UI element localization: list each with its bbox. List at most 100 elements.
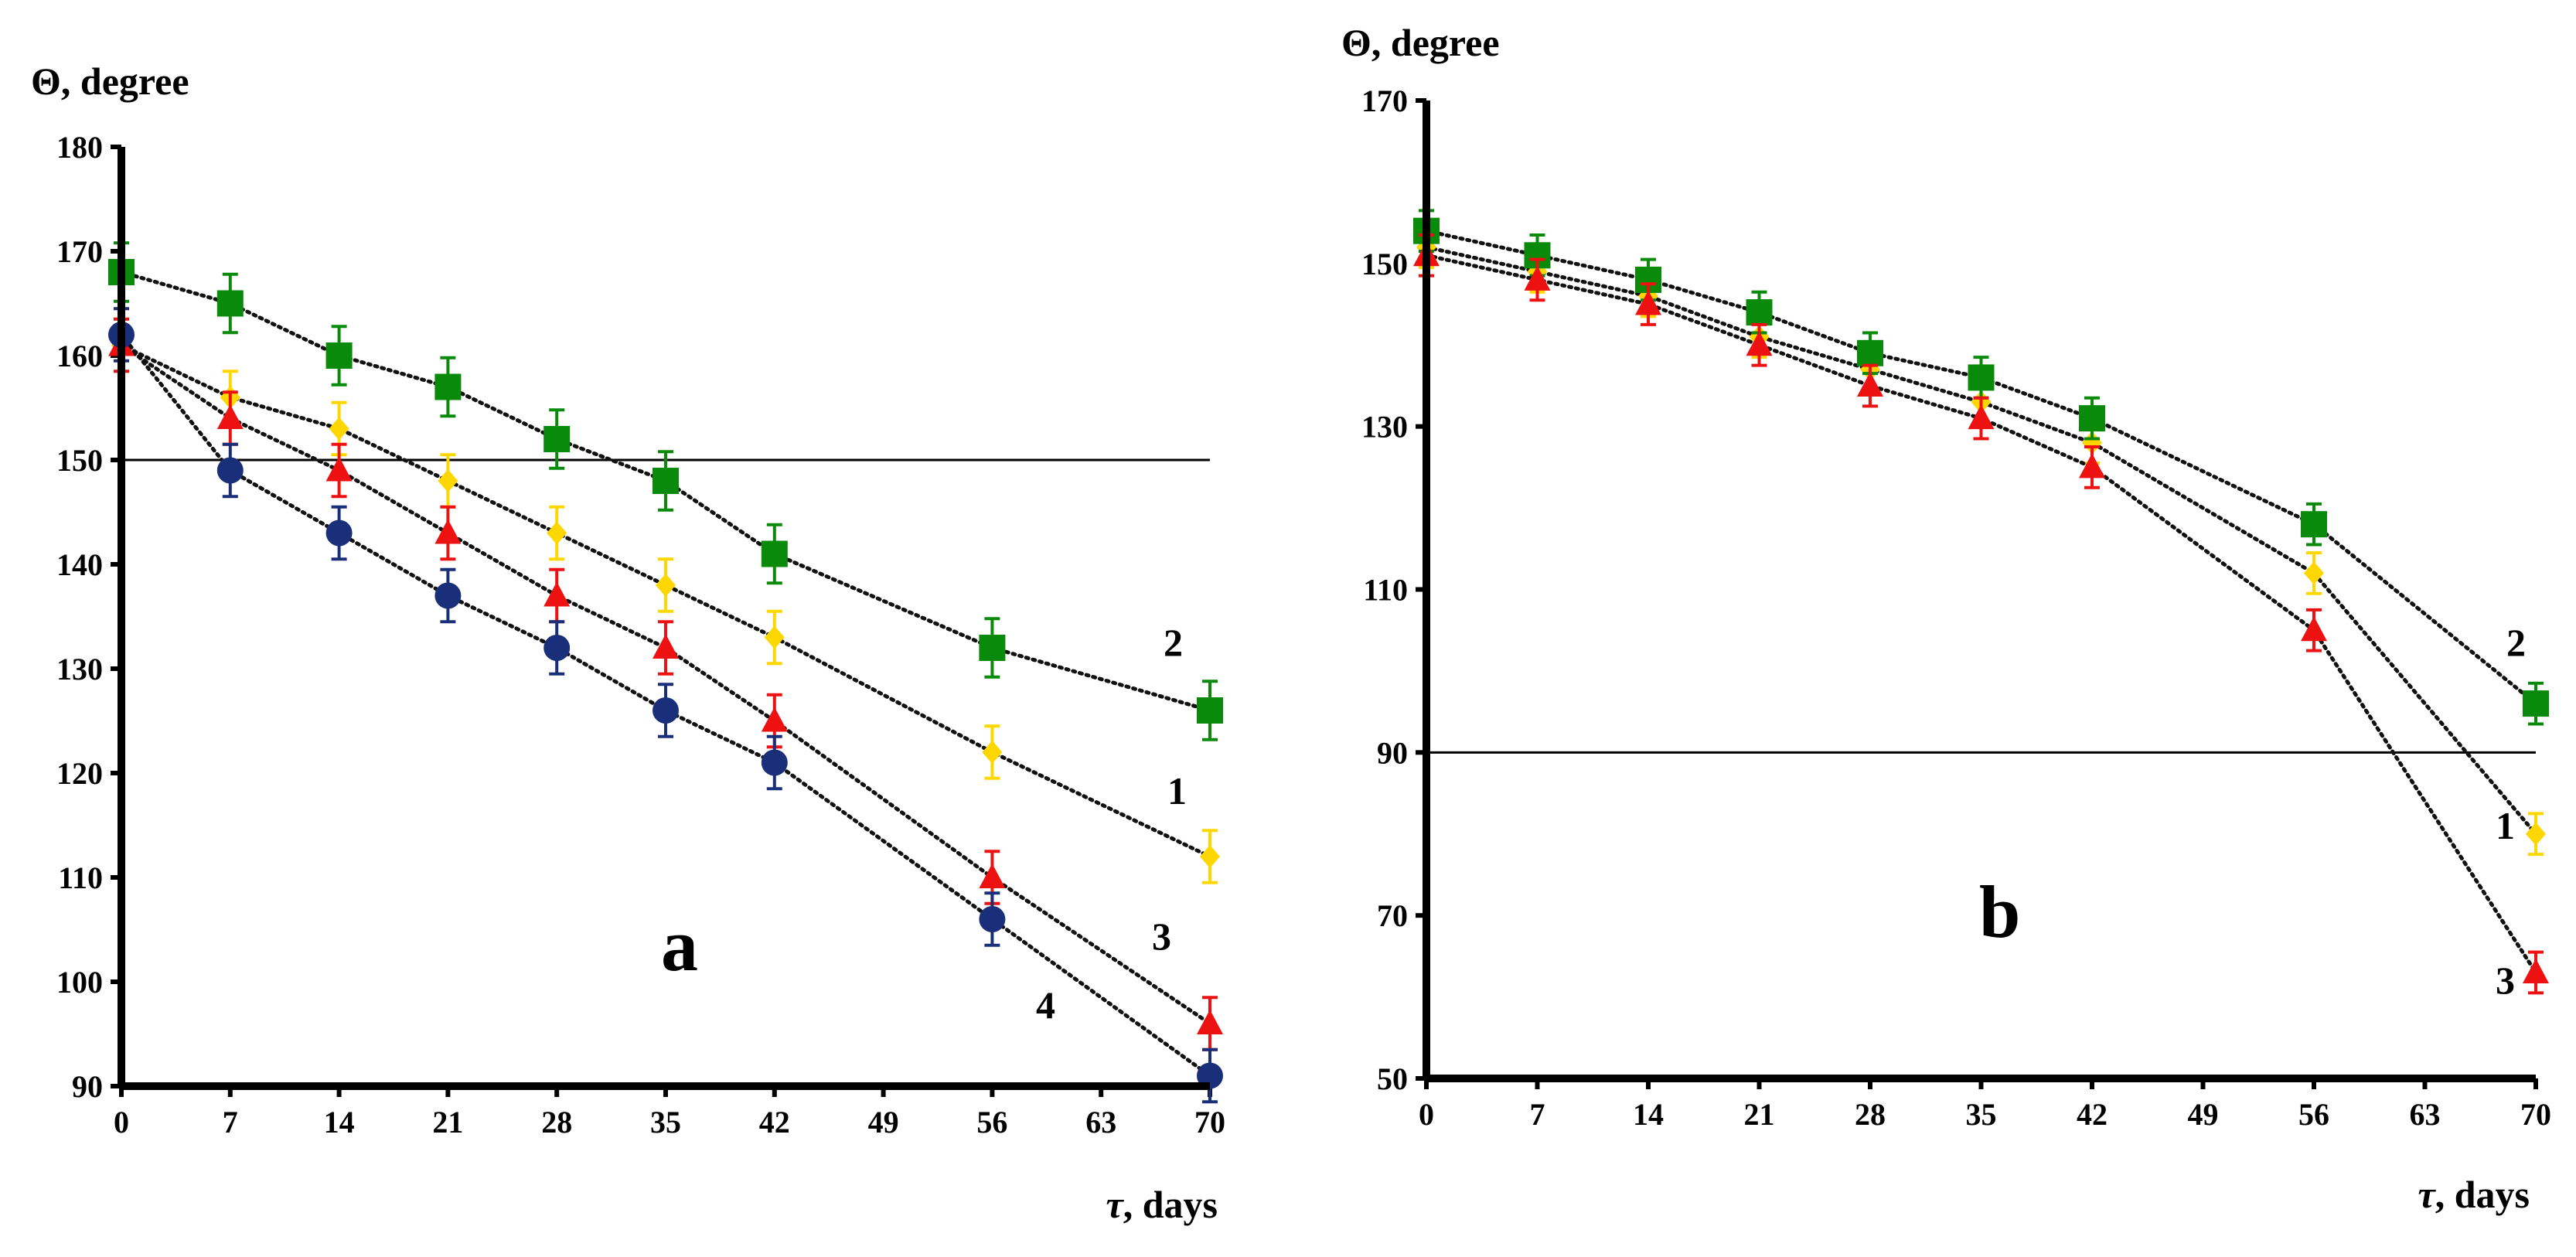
data-point-triangle bbox=[1197, 1010, 1223, 1034]
series-3: 3 bbox=[1413, 233, 2549, 1002]
chart-panel-b: 50 70 90 110 130 150 170 0 7 14 21 28 35 42 49 56 63 70 1 2… bbox=[1341, 21, 2551, 1216]
panel-letter: a bbox=[661, 904, 698, 986]
data-point-triangle bbox=[653, 634, 679, 659]
data-point-square bbox=[2079, 405, 2105, 432]
data-point-square bbox=[1746, 299, 1773, 326]
data-point-square bbox=[434, 373, 462, 400]
y-tick-label: 120 bbox=[56, 756, 103, 791]
data-point-diamond bbox=[2082, 431, 2102, 455]
x-tick-label: 49 bbox=[2188, 1097, 2219, 1132]
y-tick-label: 150 bbox=[1361, 247, 1408, 281]
data-point-diamond bbox=[329, 417, 349, 441]
data-point-triangle bbox=[1857, 371, 1883, 397]
x-tick-label: 0 bbox=[1419, 1097, 1434, 1132]
data-point-triangle bbox=[1635, 290, 1661, 315]
curve-number-label: 2 bbox=[2506, 621, 2526, 664]
x-axis-symbol: τ bbox=[2418, 1173, 2437, 1216]
data-point-diamond bbox=[982, 741, 1003, 764]
x-tick-label: 35 bbox=[650, 1105, 681, 1139]
y-tick-label: 110 bbox=[1363, 573, 1408, 608]
data-point-square bbox=[543, 426, 571, 452]
x-tick-label: 7 bbox=[1530, 1097, 1545, 1132]
data-point-diamond bbox=[2526, 822, 2546, 846]
x-tick-label: 70 bbox=[2520, 1097, 2551, 1132]
data-point-square bbox=[761, 540, 788, 567]
data-point-triangle bbox=[216, 404, 244, 429]
x-tick-label: 14 bbox=[324, 1105, 355, 1139]
series-1: 1 bbox=[111, 317, 1220, 884]
data-point-circle bbox=[325, 519, 353, 547]
x-tick-label: 42 bbox=[2077, 1097, 2107, 1132]
x-tick-label: 21 bbox=[432, 1105, 463, 1139]
data-point-square bbox=[325, 342, 353, 369]
x-axis-unit: , days bbox=[1123, 1183, 1218, 1226]
data-point-triangle bbox=[2301, 616, 2327, 642]
y-tick-label: 130 bbox=[56, 652, 103, 686]
curve-number-label: 1 bbox=[1167, 769, 1187, 812]
x-tick-label: 14 bbox=[1633, 1097, 1664, 1132]
y-tick-label: 160 bbox=[56, 339, 103, 373]
data-point-triangle bbox=[325, 456, 353, 482]
y-tick-label: 110 bbox=[58, 860, 103, 895]
panel-letter: b bbox=[1979, 870, 2020, 953]
x-tick-label: 56 bbox=[976, 1105, 1007, 1139]
series-line bbox=[1424, 229, 2538, 706]
x-tick-label: 0 bbox=[114, 1105, 129, 1139]
data-point-diamond bbox=[1200, 845, 1220, 868]
y-tick-label: 100 bbox=[56, 965, 103, 1000]
y-tick-label: 170 bbox=[56, 234, 103, 269]
y-tick-label: 90 bbox=[1377, 735, 1408, 770]
x-tick-label: 63 bbox=[2410, 1097, 2441, 1132]
x-tick-label: 7 bbox=[223, 1105, 238, 1139]
data-point-triangle bbox=[434, 519, 462, 544]
series-2: 2 bbox=[108, 241, 1223, 741]
data-point-diamond bbox=[656, 574, 676, 597]
x-tick-label: 56 bbox=[2298, 1097, 2329, 1132]
data-point-square bbox=[2301, 511, 2327, 538]
data-point-diamond bbox=[2304, 561, 2324, 585]
data-point-triangle bbox=[979, 864, 1006, 888]
x-tick-label: 70 bbox=[1194, 1105, 1225, 1139]
curve-number-label: 4 bbox=[1036, 983, 1055, 1027]
x-tick-label: 49 bbox=[868, 1105, 899, 1139]
data-point-triangle bbox=[1968, 404, 1995, 430]
y-tick-label: 180 bbox=[56, 130, 103, 165]
x-tick-label: 28 bbox=[541, 1105, 572, 1139]
y-tick-label: 50 bbox=[1377, 1061, 1408, 1096]
x-tick-label: 35 bbox=[1966, 1097, 1997, 1132]
y-tick-label: 90 bbox=[72, 1069, 103, 1104]
data-point-square bbox=[216, 290, 244, 317]
x-axis-unit: , days bbox=[2435, 1173, 2530, 1216]
series-line bbox=[1424, 245, 2538, 836]
data-point-circle bbox=[434, 582, 462, 609]
data-point-diamond bbox=[438, 469, 458, 492]
data-point-square bbox=[979, 635, 1006, 661]
y-axis-title: Θ, degree bbox=[1341, 21, 1500, 64]
data-point-square bbox=[1197, 697, 1223, 724]
data-point-circle bbox=[761, 749, 788, 776]
data-point-triangle bbox=[761, 707, 788, 732]
y-tick-label: 150 bbox=[56, 443, 103, 478]
data-point-square bbox=[2523, 690, 2549, 717]
data-point-diamond bbox=[764, 625, 785, 649]
x-axis-title: τ, days bbox=[1106, 1183, 1218, 1226]
y-tick-label: 170 bbox=[1361, 83, 1408, 118]
curve-number-label: 1 bbox=[2496, 804, 2515, 847]
series-1: 1 bbox=[1416, 225, 2546, 857]
data-point-square bbox=[1857, 339, 1883, 366]
data-point-circle bbox=[653, 697, 679, 724]
series-4: 4 bbox=[108, 307, 1223, 1104]
data-point-circle bbox=[543, 635, 571, 661]
data-point-triangle bbox=[2079, 453, 2105, 479]
y-axis-title: Θ, degree bbox=[31, 60, 189, 103]
x-tick-label: 28 bbox=[1855, 1097, 1886, 1132]
data-point-square bbox=[1968, 364, 1995, 391]
curve-number-label: 2 bbox=[1164, 621, 1183, 664]
x-axis-title: τ, days bbox=[2418, 1173, 2530, 1216]
curve-number-label: 3 bbox=[1152, 915, 1171, 958]
x-axis-symbol: τ bbox=[1106, 1183, 1125, 1226]
x-tick-label: 63 bbox=[1085, 1105, 1116, 1139]
data-point-triangle bbox=[543, 581, 571, 607]
